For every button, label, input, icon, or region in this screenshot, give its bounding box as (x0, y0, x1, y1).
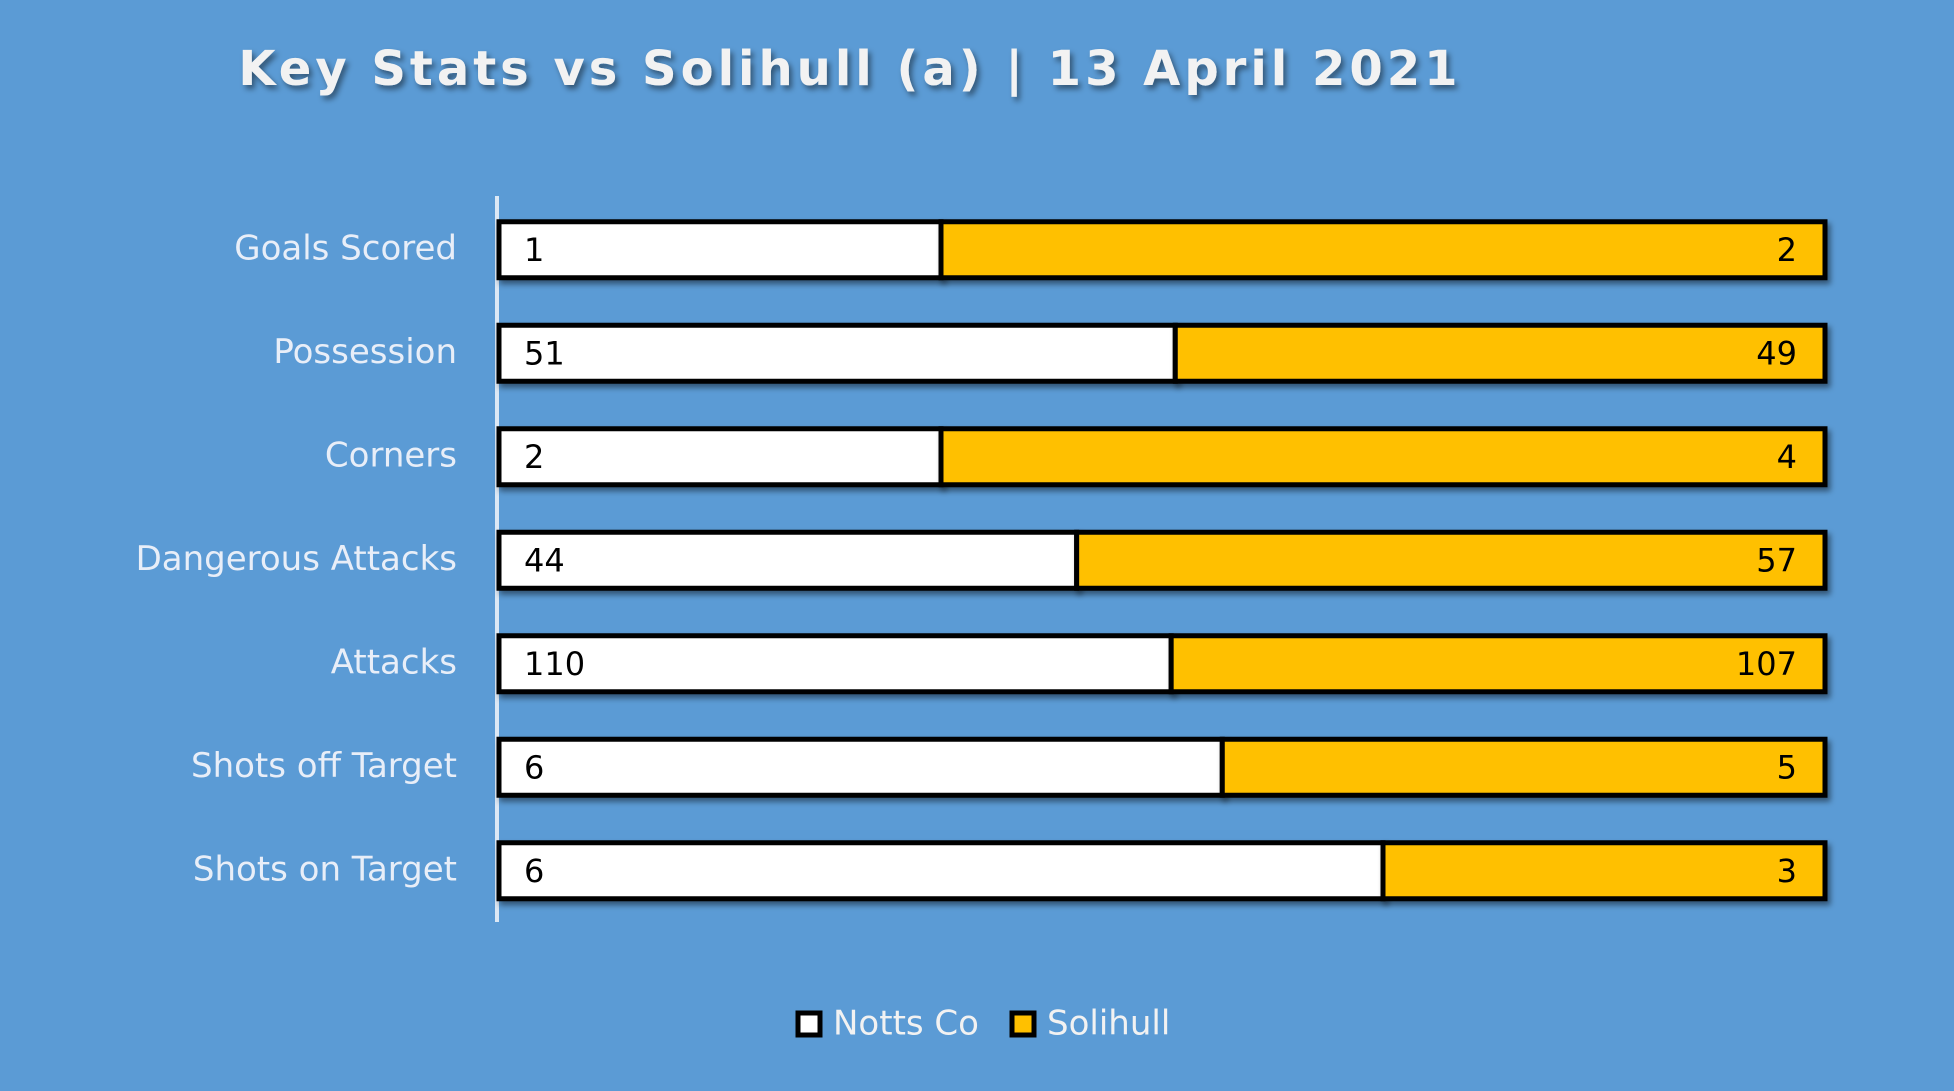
data-label: 49 (1756, 334, 1797, 372)
bar-segment (1168, 633, 1828, 695)
bar-segment (496, 426, 944, 488)
y-tick-label: Shots off Target (191, 746, 457, 786)
bar-segment (496, 840, 1386, 902)
bar-segment (938, 219, 1828, 281)
bar-segment (1074, 529, 1828, 591)
bar-segment (496, 736, 1225, 798)
data-label: 44 (524, 541, 565, 579)
data-label: 6 (524, 852, 544, 890)
data-label: 3 (1777, 852, 1797, 890)
y-tick-label: Corners (325, 435, 457, 475)
chart-title: Key Stats vs Solihull (a) | 13 April 202… (238, 41, 1461, 97)
data-label: 1 (524, 231, 544, 269)
bar-segment (1172, 322, 1828, 384)
data-label: 110 (524, 645, 585, 683)
data-label: 4 (1777, 438, 1797, 476)
data-label: 2 (524, 438, 544, 476)
y-tick-label: Goals Scored (234, 228, 457, 268)
data-label: 2 (1777, 231, 1797, 269)
legend-label: Solihull (1047, 1004, 1170, 1044)
bar-segment (496, 529, 1080, 591)
data-label: 107 (1736, 645, 1797, 683)
y-tick-label: Possession (273, 332, 457, 372)
data-label: 57 (1756, 541, 1797, 579)
legend-label: Notts Co (833, 1004, 979, 1044)
y-tick-label: Dangerous Attacks (136, 539, 457, 579)
data-label: 5 (1777, 748, 1797, 786)
data-label: 51 (524, 334, 565, 372)
bar-segment (496, 219, 944, 281)
legend-swatch (795, 1010, 823, 1038)
bar-segment (938, 426, 1828, 488)
bar-segment (1219, 736, 1828, 798)
bar-segment (1380, 840, 1828, 902)
y-tick-label: Attacks (331, 642, 457, 682)
data-label: 6 (524, 748, 544, 786)
bar-segment (496, 322, 1178, 384)
bar-segment (496, 633, 1174, 695)
y-tick-label: Shots on Target (193, 849, 457, 889)
legend-swatch (1009, 1010, 1037, 1038)
